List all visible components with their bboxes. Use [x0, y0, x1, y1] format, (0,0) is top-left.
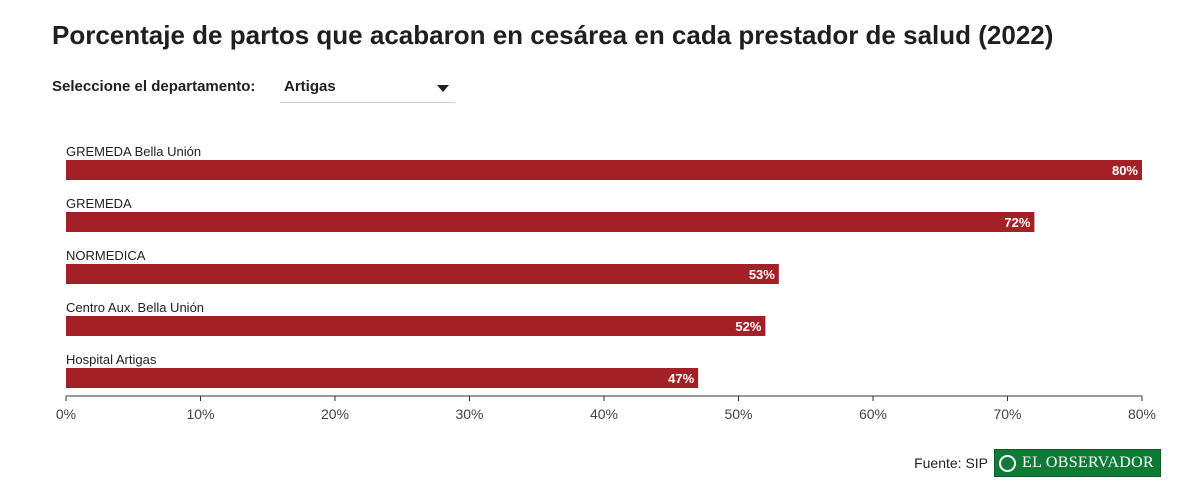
data-label: 53% — [749, 267, 775, 282]
department-dropdown-value: Artigas — [284, 78, 336, 95]
x-tick-label: 0% — [56, 406, 76, 422]
category-label: GREMEDA Bella Unión — [66, 144, 201, 159]
category-label: Centro Aux. Bella Unión — [66, 300, 204, 315]
data-label: 47% — [668, 371, 694, 386]
category-label: GREMEDA — [66, 196, 132, 211]
chevron-down-icon — [437, 85, 449, 92]
bar — [66, 212, 1035, 232]
el-observador-logo: EL OBSERVADOR — [994, 449, 1161, 477]
chart-title: Porcentaje de partos que acabaron en ces… — [52, 20, 1054, 50]
data-label: 80% — [1112, 163, 1138, 178]
data-label: 72% — [1004, 215, 1030, 230]
bar — [66, 368, 699, 388]
x-tick-label: 20% — [321, 406, 349, 422]
x-tick-label: 10% — [186, 406, 214, 422]
x-tick-label: 60% — [859, 406, 887, 422]
x-tick-label: 50% — [724, 406, 752, 422]
bar — [66, 316, 766, 336]
department-dropdown[interactable]: Artigas — [280, 74, 455, 103]
logo-text: EL OBSERVADOR — [1022, 454, 1154, 471]
x-tick-label: 30% — [455, 406, 483, 422]
category-label: NORMEDICA — [66, 248, 146, 263]
footer: Fuente: SIP EL OBSERVADOR — [914, 449, 1161, 477]
logo-circle-icon — [999, 454, 1017, 472]
source-note: Fuente: SIP — [914, 455, 989, 471]
bar-chart: GREMEDA Bella Unión 80% GREMEDA 72% NORMEDIC… — [56, 144, 1156, 422]
department-selector-label: Seleccione el departamento: — [52, 78, 256, 95]
data-label: 52% — [735, 319, 761, 334]
category-label: Hospital Artigas — [66, 352, 157, 367]
x-tick-label: 80% — [1128, 406, 1156, 422]
bar — [66, 160, 1142, 180]
x-tick-label: 40% — [590, 406, 618, 422]
bar — [66, 264, 779, 284]
x-tick-label: 70% — [993, 406, 1021, 422]
